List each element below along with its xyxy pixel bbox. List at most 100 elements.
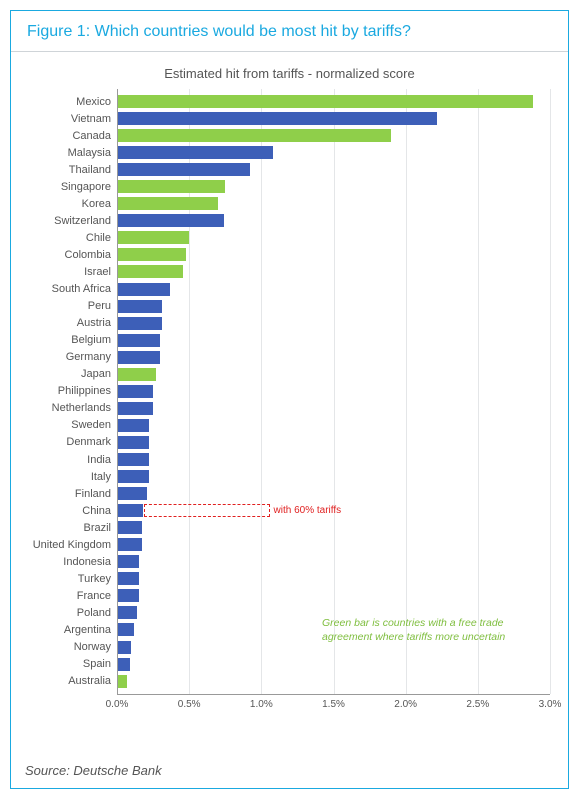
bar-row: India	[117, 453, 550, 466]
x-tick-label: 1.0%	[250, 699, 273, 710]
bar-label: Colombia	[65, 249, 117, 261]
bar	[117, 419, 149, 432]
bar-label: Canada	[72, 130, 117, 142]
bar	[117, 180, 225, 193]
bar-label: South Africa	[52, 283, 117, 295]
bar	[117, 658, 130, 671]
bar-label: Spain	[83, 658, 117, 670]
bar-row: Australia	[117, 675, 550, 688]
bar	[117, 265, 183, 278]
x-tick-label: 2.5%	[466, 699, 489, 710]
bar	[117, 606, 137, 619]
bar-label: Poland	[77, 607, 117, 619]
bar-row: Turkey	[117, 572, 550, 585]
figure-title: Figure 1: Which countries would be most …	[11, 11, 568, 52]
bar	[117, 231, 189, 244]
x-tick-label: 3.0%	[539, 699, 562, 710]
bar-label: Mexico	[76, 96, 117, 108]
bar	[117, 283, 170, 296]
bar-label: Turkey	[78, 573, 117, 585]
bar	[117, 504, 143, 517]
bar	[117, 589, 139, 602]
bar-row: Vietnam	[117, 112, 550, 125]
bar-row: Peru	[117, 300, 550, 313]
bar-series: Mexico Vietnam Canada Malaysia Thailand Singa…	[117, 89, 550, 694]
chart-title: Estimated hit from tariffs - normalized …	[11, 52, 568, 89]
bar-row: Singapore	[117, 180, 550, 193]
bar-label: Thailand	[69, 164, 117, 176]
bar-label: Vietnam	[71, 113, 117, 125]
bar-row: Israel	[117, 265, 550, 278]
bar-label: India	[87, 454, 117, 466]
bar	[117, 351, 160, 364]
bar-row: Netherlands	[117, 402, 550, 415]
bar-label: Norway	[74, 641, 117, 653]
bar-row: Malaysia	[117, 146, 550, 159]
bar-row: Denmark	[117, 436, 550, 449]
bar-label: Singapore	[61, 181, 117, 193]
chart-area: MexicoVietnamCanadaMalaysiaThailandSinga…	[11, 89, 568, 722]
bar-label: Belgium	[71, 334, 117, 346]
bar-label: Netherlands	[52, 402, 117, 414]
bar-row: Japan	[117, 368, 550, 381]
bar-label: Israel	[84, 266, 117, 278]
bar-label: Philippines	[58, 385, 117, 397]
bar-row: Mexico	[117, 95, 550, 108]
bar	[117, 112, 437, 125]
bar-row: Thailand	[117, 163, 550, 176]
bar	[117, 623, 134, 636]
bar-row: Austria	[117, 317, 550, 330]
bar-label: Indonesia	[63, 556, 117, 568]
bar-label: Korea	[82, 198, 117, 210]
bar	[117, 163, 250, 176]
x-tick-label: 0.0%	[106, 699, 129, 710]
bar	[117, 538, 142, 551]
y-axis-line	[117, 89, 118, 694]
bar	[117, 555, 139, 568]
source-text: Source: Deutsche Bank	[25, 763, 162, 778]
bar	[117, 521, 142, 534]
x-axis: 0.0%0.5%1.0%1.5%2.0%2.5%3.0%	[117, 694, 550, 722]
bar	[117, 487, 147, 500]
bar-label: Malaysia	[68, 147, 117, 159]
bar-label: Germany	[66, 351, 117, 363]
bar	[117, 300, 162, 313]
bar-label: Argentina	[64, 624, 117, 636]
bar-row: Sweden	[117, 419, 550, 432]
bar	[117, 641, 131, 654]
bar-label: China	[82, 505, 117, 517]
x-tick-label: 1.5%	[322, 699, 345, 710]
bar-row: Philippines	[117, 385, 550, 398]
bar	[117, 402, 153, 415]
bar-label: Switzerland	[54, 215, 117, 227]
bar	[117, 572, 139, 585]
bar-label: Chile	[86, 232, 117, 244]
figure-frame: Figure 1: Which countries would be most …	[10, 10, 569, 789]
bar-row: South Africa	[117, 283, 550, 296]
bar-label: Sweden	[71, 419, 117, 431]
bar	[117, 675, 127, 688]
bar	[117, 334, 160, 347]
x-tick-label: 0.5%	[178, 699, 201, 710]
bar-label: Peru	[88, 300, 117, 312]
bar-row: Brazil	[117, 521, 550, 534]
bar-label: Austria	[77, 317, 117, 329]
bar	[117, 436, 149, 449]
bar	[117, 368, 156, 381]
bar-row: France	[117, 589, 550, 602]
bar	[117, 470, 149, 483]
bar-row: United Kingdom	[117, 538, 550, 551]
bar-label: Italy	[91, 471, 117, 483]
bar	[117, 214, 224, 227]
bar-label: France	[77, 590, 117, 602]
legend-note: Green bar is countries with a free trade…	[322, 616, 532, 644]
bar-row: Indonesia	[117, 555, 550, 568]
bar-row: Belgium	[117, 334, 550, 347]
bar-row: Chile	[117, 231, 550, 244]
plot-area: Mexico Vietnam Canada Malaysia Thailand Singa…	[117, 89, 550, 694]
bar-label: Brazil	[83, 522, 117, 534]
bar-label: Australia	[68, 675, 117, 687]
bar-label: Denmark	[66, 436, 117, 448]
bar-row: Canada	[117, 129, 550, 142]
gridline	[550, 89, 551, 694]
